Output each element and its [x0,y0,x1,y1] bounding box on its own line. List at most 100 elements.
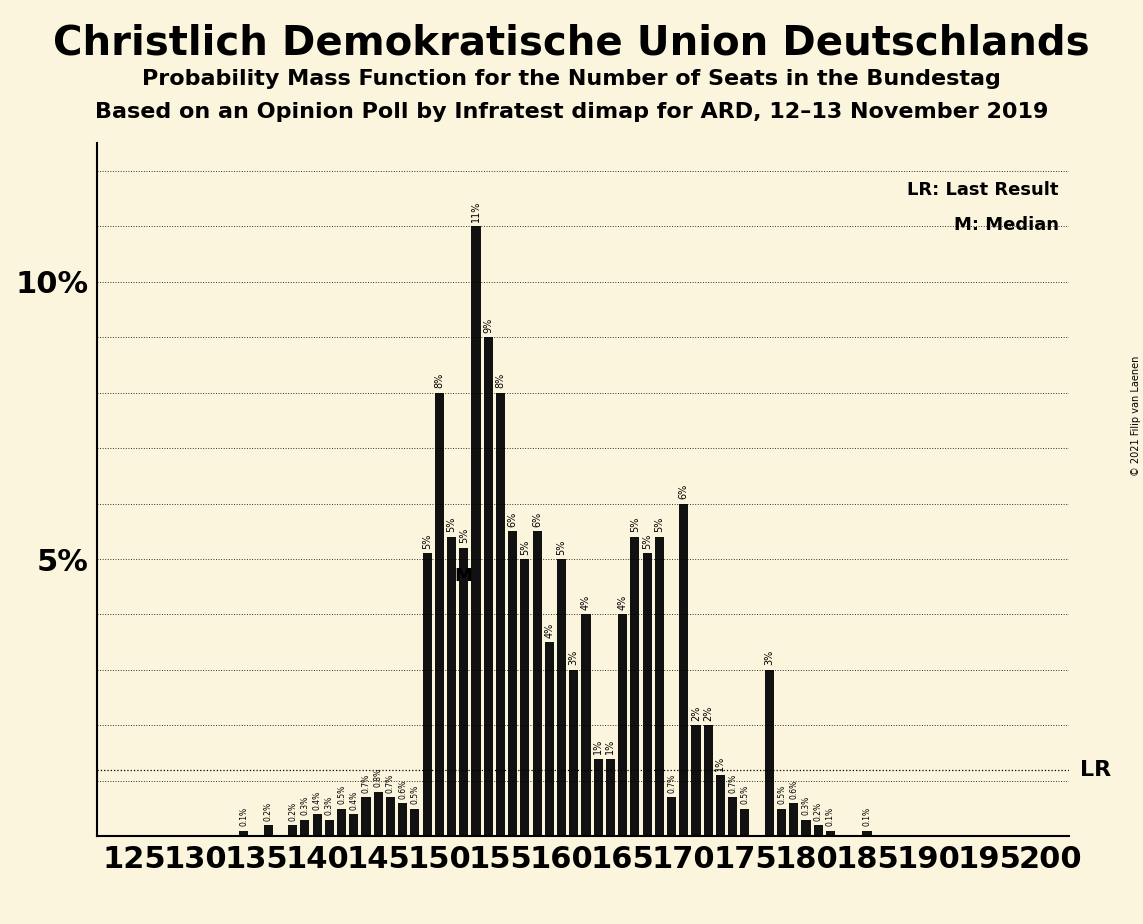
Text: 5%: 5% [557,540,567,554]
Text: 1%: 1% [716,756,726,771]
Text: 6%: 6% [533,512,542,527]
Text: 0.5%: 0.5% [777,784,786,804]
Text: 6%: 6% [679,484,689,499]
Bar [642,553,652,836]
Text: 0.2%: 0.2% [264,802,273,821]
Text: 11%: 11% [471,201,481,222]
Text: 1%: 1% [593,739,604,754]
Bar [679,504,688,836]
Bar [312,814,321,836]
Text: 5%: 5% [630,517,640,532]
Bar [741,808,750,836]
Text: Christlich Demokratische Union Deutschlands: Christlich Demokratische Union Deutschla… [54,23,1089,63]
Text: 0.3%: 0.3% [325,796,334,815]
Text: LR: LR [1080,760,1111,780]
Text: 0.7%: 0.7% [728,773,737,793]
Text: 6%: 6% [507,512,518,527]
Bar [545,642,554,836]
Bar [789,803,798,836]
Text: 4%: 4% [617,595,628,610]
Bar [337,808,346,836]
Text: 0.7%: 0.7% [386,773,395,793]
Bar [459,548,469,836]
Bar [692,725,701,836]
Bar [533,531,542,836]
Text: 0.1%: 0.1% [826,808,834,826]
Bar [410,808,419,836]
Bar [288,825,297,836]
Bar [350,814,359,836]
Text: 5%: 5% [458,529,469,543]
Text: 0.3%: 0.3% [301,796,310,815]
Text: M: M [455,566,473,585]
Bar [569,670,578,836]
Text: LR: Last Result: LR: Last Result [908,181,1060,200]
Bar [814,825,823,836]
Bar [374,792,383,836]
Text: 0.3%: 0.3% [801,796,810,815]
Text: M: Median: M: Median [954,216,1060,234]
Bar [863,831,872,836]
Bar [496,393,505,836]
Bar [557,559,566,836]
Bar [765,670,774,836]
Text: 9%: 9% [483,318,494,333]
Bar [655,537,664,836]
Bar [325,820,334,836]
Bar [728,797,737,836]
Text: 2%: 2% [703,706,713,721]
Text: 0.1%: 0.1% [863,808,872,826]
Bar [398,803,407,836]
Text: 0.7%: 0.7% [361,773,370,793]
Bar [483,337,493,836]
Text: 0.5%: 0.5% [337,784,346,804]
Text: 0.8%: 0.8% [374,769,383,787]
Bar [520,559,529,836]
Text: Based on an Opinion Poll by Infratest dimap for ARD, 12–13 November 2019: Based on an Opinion Poll by Infratest di… [95,102,1048,122]
Bar [386,797,395,836]
Text: 3%: 3% [765,650,774,665]
Bar [447,537,456,836]
Bar [826,831,836,836]
Text: 1%: 1% [606,739,615,754]
Bar [582,614,591,836]
Text: 0.5%: 0.5% [741,784,750,804]
Text: 5%: 5% [422,534,432,549]
Bar [801,820,810,836]
Bar [668,797,677,836]
Bar [361,797,370,836]
Text: 8%: 8% [495,373,505,388]
Text: 5%: 5% [447,517,456,532]
Bar [239,831,248,836]
Text: 4%: 4% [544,623,554,638]
Text: 0.2%: 0.2% [288,802,297,821]
Text: 0.5%: 0.5% [410,784,419,804]
Text: © 2021 Filip van Laenen: © 2021 Filip van Laenen [1130,356,1141,476]
Bar [434,393,443,836]
Text: Probability Mass Function for the Number of Seats in the Bundestag: Probability Mass Function for the Number… [142,69,1001,90]
Bar [606,759,615,836]
Text: 0.4%: 0.4% [313,790,321,809]
Bar [509,531,518,836]
Bar [264,825,273,836]
Text: 0.2%: 0.2% [814,802,823,821]
Bar [777,808,786,836]
Text: 0.6%: 0.6% [789,779,798,798]
Bar [704,725,713,836]
Text: 5%: 5% [520,540,530,554]
Text: 5%: 5% [642,534,653,549]
Bar [716,775,725,836]
Bar [471,226,480,836]
Text: 0.7%: 0.7% [668,773,676,793]
Bar [618,614,628,836]
Text: 0.4%: 0.4% [350,790,358,809]
Bar [593,759,602,836]
Text: 0.1%: 0.1% [239,808,248,826]
Bar [630,537,639,836]
Bar [423,553,432,836]
Text: 8%: 8% [434,373,445,388]
Text: 5%: 5% [654,517,664,532]
Text: 4%: 4% [581,595,591,610]
Bar [301,820,310,836]
Text: 0.6%: 0.6% [398,779,407,798]
